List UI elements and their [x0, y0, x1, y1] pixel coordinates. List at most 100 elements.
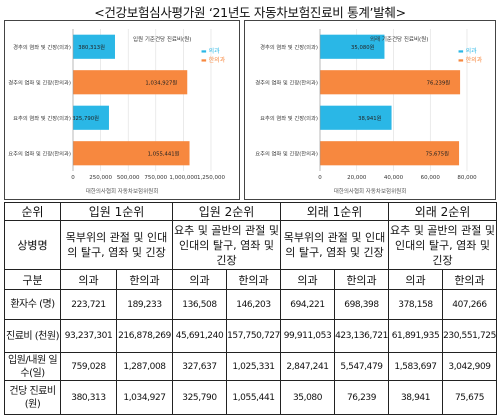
rank-row: 순위 입원 1순위 입원 2순위 외래 1순위 외래 2순위 — [4, 202, 497, 221]
sub-header: 의과 — [60, 269, 117, 290]
x-tick-label: 500,000 — [117, 175, 140, 181]
x-tick-label: 750,000 — [144, 175, 167, 181]
cost-row: 진료비 (천원) 93,237,301 216,878,269 45,691,2… — [4, 319, 497, 353]
bar — [73, 141, 190, 166]
disease-name: 요추 및 골반의 관절 및 인대의 탈구, 염좌 및 긴장 — [388, 220, 497, 270]
rank-label: 순위 — [4, 202, 61, 221]
chart-caption: 대한의사협회 자동차보험위원회 — [333, 189, 407, 195]
cell: 76,239 — [334, 380, 389, 415]
cell: 407,266 — [442, 289, 497, 320]
cell: 157,750,727 — [226, 319, 281, 353]
x-tick-label: 20,000 — [347, 175, 367, 181]
cell: 189,233 — [116, 289, 173, 320]
category-label: 경추의 염좌 및 긴장(한의과) — [8, 78, 71, 86]
bar — [73, 105, 109, 130]
cell: 325,790 — [172, 380, 227, 415]
row-label: 진료비 (천원) — [4, 319, 61, 353]
x-tick-label: 250,000 — [89, 175, 112, 181]
name-label: 상병명 — [4, 220, 61, 270]
data-label: 325,790원 — [72, 114, 99, 122]
disease-name-row: 상병명 목부위의 관절 및 인대의 탈구, 염좌 및 긴장 요추 및 골반의 관… — [4, 220, 497, 270]
bar — [320, 105, 392, 130]
chart-caption: 대한의사협회 자동차보험위원회 — [85, 189, 159, 195]
data-label: 75,675원 — [426, 149, 450, 157]
sub-header: 한의과 — [442, 269, 497, 290]
cell: 1,055,441 — [226, 380, 281, 415]
cell: 230,551,725 — [442, 319, 497, 353]
cell: 380,313 — [60, 380, 117, 415]
cell: 698,398 — [334, 289, 389, 320]
cell: 223,721 — [60, 289, 117, 320]
cell: 1,034,927 — [116, 380, 173, 415]
category-label: 요추의 염좌 및 긴장(한의과) — [255, 149, 318, 157]
category-label: 요추의 염좌 및 긴장(의과) — [13, 114, 71, 122]
bar — [73, 34, 115, 59]
outpatient-bar-chart: 0 20,000 40,000 60,000 80,000 경추의 염좌 및 긴장(의과)… — [255, 29, 477, 181]
sub-header: 한의과 — [116, 269, 173, 290]
patients-row: 환자수 (명) 223,721 189,233 136,508 146,203 … — [4, 289, 497, 320]
cell: 45,691,240 — [172, 319, 227, 353]
cell: 146,203 — [226, 289, 281, 320]
cost-per-case-row: 건당 진료비(원) 380,313 1,034,927 325,790 1,05… — [4, 380, 497, 415]
disease-name: 목부위의 관절 및 인대의 탈구, 염좌 및 긴장 — [60, 220, 173, 270]
sub-header: 의과 — [388, 269, 443, 290]
disease-name: 요추 및 골반의 관절 및 인대의 탈구, 염좌 및 긴장 — [172, 220, 281, 270]
data-label: 35,080원 — [351, 43, 375, 51]
cell: 5,547,479 — [334, 352, 389, 381]
cell: 93,237,301 — [60, 319, 117, 353]
category-label: 요추의 염좌 및 긴장(의과) — [260, 114, 318, 122]
inpatient-chart-panel: 0 250,000 500,000 750,000 1,000,000 1,250,000… — [4, 20, 240, 200]
bar — [320, 70, 461, 95]
row-label: 입원/내원 일수(일) — [4, 352, 61, 381]
cell: 1,287,008 — [116, 352, 173, 381]
cell: 423,136,721 — [334, 319, 389, 353]
legend-item-korean-medicine: ▬ 한의과 — [201, 57, 226, 64]
cell: 3,042,909 — [442, 352, 497, 381]
legend-item-korean-medicine: ▬ 한의과 — [458, 57, 483, 64]
rank-header: 입원 2순위 — [172, 202, 281, 221]
cell: 759,028 — [60, 352, 117, 381]
x-tick-label: 40,000 — [384, 175, 404, 181]
data-label: 76,239원 — [427, 78, 451, 86]
sub-header: 의과 — [172, 269, 227, 290]
data-label: 1,034,927원 — [145, 78, 177, 86]
inpatient-bar-chart: 0 250,000 500,000 750,000 1,000,000 1,250,000… — [8, 29, 225, 181]
x-tick-label: 0 — [318, 175, 322, 181]
data-label: 380,313원 — [78, 43, 105, 51]
cell: 99,911,053 — [280, 319, 335, 353]
legend-item-medical: ▬ 의과 — [458, 48, 477, 55]
x-tick-label: 60,000 — [421, 175, 441, 181]
rank-header: 입원 1순위 — [60, 202, 173, 221]
cell: 378,158 — [388, 289, 443, 320]
sub-header: 한의과 — [334, 269, 389, 290]
category-label: 경추의 염좌 및 긴장(의과) — [260, 43, 318, 51]
chart-legend: ▬ 의과 ▬ 한의과 — [201, 47, 225, 65]
x-tick-label: 1,000,000 — [169, 175, 197, 181]
category-row: 구분 의과 한의과 의과 한의과 의과 한의과 의과 한의과 — [4, 269, 497, 290]
cell: 2,847,241 — [280, 352, 335, 381]
page-title: <건강보험심사평가원 ‘21년도 자동차보험진료비 통계’발췌> — [94, 5, 406, 20]
row-label: 환자수 (명) — [4, 289, 61, 320]
cell: 75,675 — [442, 380, 497, 415]
days-row: 입원/내원 일수(일) 759,028 1,287,008 327,637 1,… — [4, 352, 497, 381]
chart-header: 외래 기준건당 진료비(원) — [370, 37, 429, 43]
row-label: 건당 진료비(원) — [4, 380, 61, 415]
bar — [73, 70, 188, 95]
data-label: 38,941원 — [358, 114, 382, 122]
chart-header: 입원 기준건당 진료비(원) — [133, 37, 192, 43]
rank-header: 외래 2순위 — [388, 202, 497, 221]
sub-header: 한의과 — [226, 269, 281, 290]
sub-header: 의과 — [280, 269, 335, 290]
cell: 327,637 — [172, 352, 227, 381]
legend-item-medical: ▬ 의과 — [201, 48, 220, 55]
category-label: 경추의 염좌 및 긴장(의과) — [13, 43, 71, 51]
x-tick-label: 0 — [71, 175, 75, 181]
data-label: 1,055,441원 — [148, 149, 180, 157]
rank-header: 외래 1순위 — [280, 202, 389, 221]
cell: 61,891,935 — [388, 319, 443, 353]
category-label: 요추의 염좌 및 긴장(한의과) — [8, 149, 71, 157]
disease-name: 목부위의 관절 및 인대의 탈구, 염좌 및 긴장 — [280, 220, 389, 270]
bar — [320, 34, 385, 59]
bar — [320, 141, 460, 166]
statistics-table: 순위 입원 1순위 입원 2순위 외래 1순위 외래 2순위 상병명 목부위의 … — [4, 202, 497, 415]
